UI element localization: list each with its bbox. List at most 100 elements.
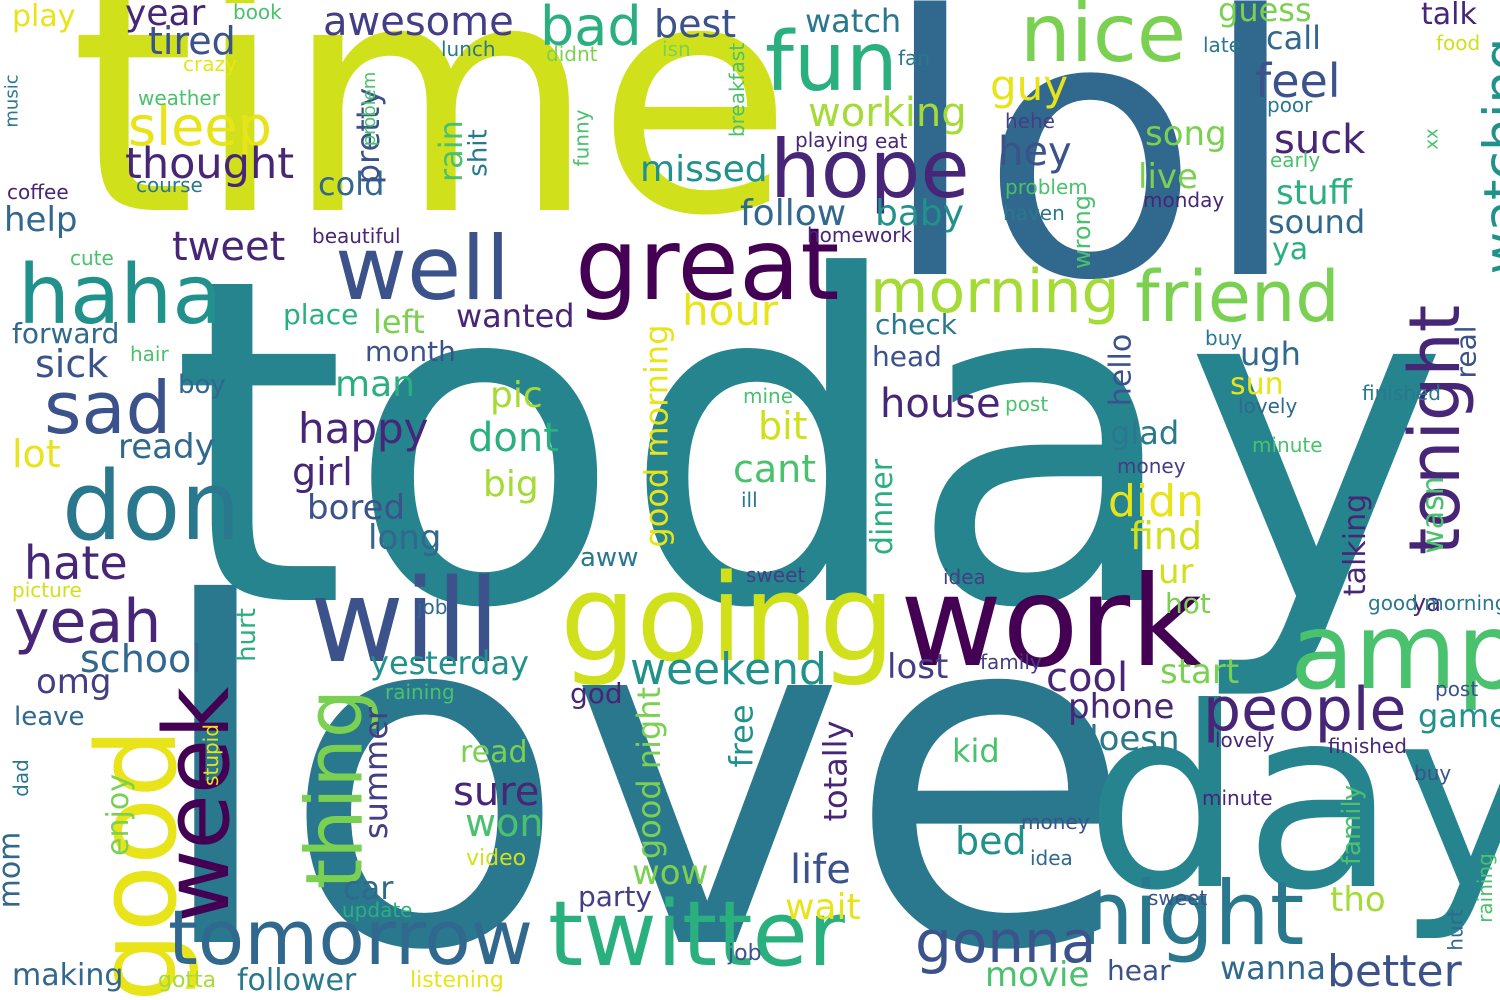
word-video: video [466,846,527,871]
word-friend: friend [1135,256,1340,338]
word-shit: raining [385,680,455,704]
word-mom: wrong [1068,194,1097,270]
word-morning: morning [870,257,1120,327]
word-day: day [1085,654,1500,945]
word-post: post [1435,677,1479,701]
word-play: play [12,0,76,34]
word-ya: ya [1272,232,1309,267]
word-hate: sleep [128,95,272,158]
word-bed: bed [955,819,1027,863]
word-tweet: tweet [172,224,286,270]
word-finished: finished [1328,734,1407,758]
word-wait: wait [785,887,861,928]
word-live: live [1138,157,1198,197]
word-making: making [12,958,124,993]
word-haha: haha [18,248,223,343]
word-well: well [335,217,511,320]
word-summer: early [1270,148,1321,172]
word-hahaha: monday [1143,188,1225,212]
word-check: check [875,308,957,341]
word-suck: suck [1274,117,1366,163]
word-cool: cool [1046,655,1129,701]
word-didn: didn [1108,476,1204,527]
word-update: update [342,898,413,922]
word-leave: leave [14,702,85,732]
word-find: find [1130,514,1203,558]
word-cant: cant [733,447,817,491]
word-month: month [365,335,456,368]
word-won: won [465,801,544,845]
word-man: man [335,364,415,405]
word-wasn: fan [898,46,930,70]
word-late: late [1203,33,1241,57]
word-sure: sure [453,769,540,815]
word-movie: movie [985,955,1090,995]
word-head: head [872,340,942,373]
word-minute: minute [1202,786,1273,810]
word-crazy: crazy [183,52,237,76]
word-time: time [70,0,793,286]
word-food: food [1436,31,1481,55]
word-enjoy: poor [1267,93,1313,117]
word-free: eat [875,129,908,153]
word-book: book [233,0,282,24]
word-dad: dad [8,759,33,797]
word-watching: hate [24,536,128,590]
word-wanted: wanted [456,297,575,335]
word-coming: mom [0,831,28,909]
word-song: song [1145,114,1227,154]
word-raining: raining [1472,853,1497,923]
word-party: party [578,880,652,913]
word-best: best [654,2,737,46]
word-lovely: lovely [1215,728,1275,752]
word-fan: job [417,595,448,619]
word-house: house [880,381,1001,427]
word-thinking: hurt [231,608,262,662]
word-dont: dont [468,415,559,461]
word-lost: lost [887,647,949,687]
word-stupid: stupid [198,724,223,786]
word-omg: omg [36,662,112,702]
word-lunch: lunch [441,37,496,61]
word-mine: ya [1412,589,1441,617]
word-cute: cute [70,246,114,270]
word-picture: picture [12,578,82,602]
word-excited: enjoy [100,774,136,856]
word-working: working [808,90,967,136]
word-thought: thought [125,139,295,189]
word-people: people [1203,675,1407,745]
word-class: problem [1005,175,1088,199]
word-buy: buy [1414,761,1452,785]
word-start: start [1160,652,1240,692]
word-love: love [150,506,1136,1000]
word-talk: talk [1421,0,1477,32]
word-hour: hour [682,286,779,335]
word-eat: minute [1252,433,1323,457]
word-awesome: awesome [323,0,514,45]
word-wow: wow [632,853,709,893]
word-place: place [283,298,359,331]
word-baby: baby [875,193,965,234]
word-sleep: watching [1473,37,1500,275]
word-hey: hey [998,129,1072,175]
word-bored: bored [307,488,406,528]
word-hurt: hurt [1443,909,1468,951]
word-doesn: doesn [1077,719,1180,759]
word-yesterday: yesterday [370,644,529,682]
word-funny: family [980,650,1042,674]
word-work: work [900,550,1203,695]
word-sun: sun [1230,367,1284,402]
word-keep: free [722,704,761,768]
word-help: help [4,200,78,240]
word-monday: shit [463,129,494,177]
word-follow: follow [740,193,847,234]
word-didnt: didnt [546,42,598,66]
word-girl: girl [292,450,353,494]
word-feel: feel [1255,54,1341,108]
word-gonna: gonna [915,908,1097,976]
word-year: year [125,0,206,34]
word-coffee: coffee [7,180,69,204]
word-wrong: ill [741,488,758,512]
word-job: job [728,941,762,966]
word-totally: hehe [1005,109,1055,133]
